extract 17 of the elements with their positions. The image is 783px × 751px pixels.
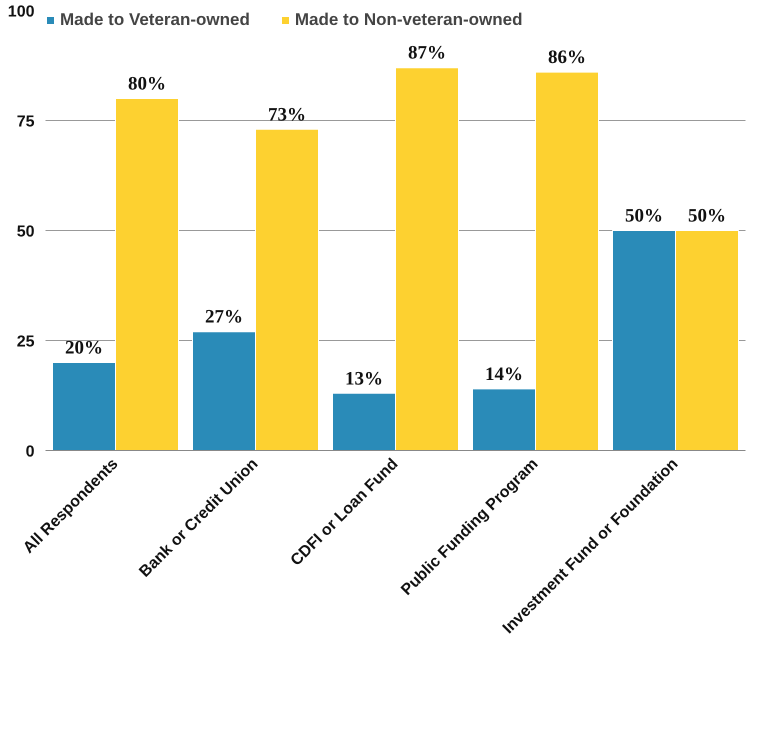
- legend-label: Made to Veteran-owned: [60, 10, 250, 30]
- data-label: 86%: [548, 47, 586, 68]
- legend-label: Made to Non-veteran-owned: [294, 10, 522, 30]
- data-label: 73%: [268, 104, 306, 126]
- data-label: 87%: [408, 42, 446, 64]
- y-tick-label: 75: [16, 114, 35, 130]
- data-label: 27%: [205, 306, 243, 328]
- data-label: 50%: [688, 206, 726, 226]
- data-label: 80%: [128, 74, 166, 94]
- y-tick-label: 25: [16, 334, 35, 350]
- data-label: 50%: [625, 206, 663, 226]
- y-tick-label: 0: [26, 444, 35, 460]
- y-tick-label: 100: [8, 4, 35, 20]
- y-tick-label: 50: [16, 224, 35, 240]
- data-label: 14%: [485, 364, 523, 385]
- data-label: 20%: [65, 338, 103, 358]
- data-label: 13%: [345, 368, 383, 390]
